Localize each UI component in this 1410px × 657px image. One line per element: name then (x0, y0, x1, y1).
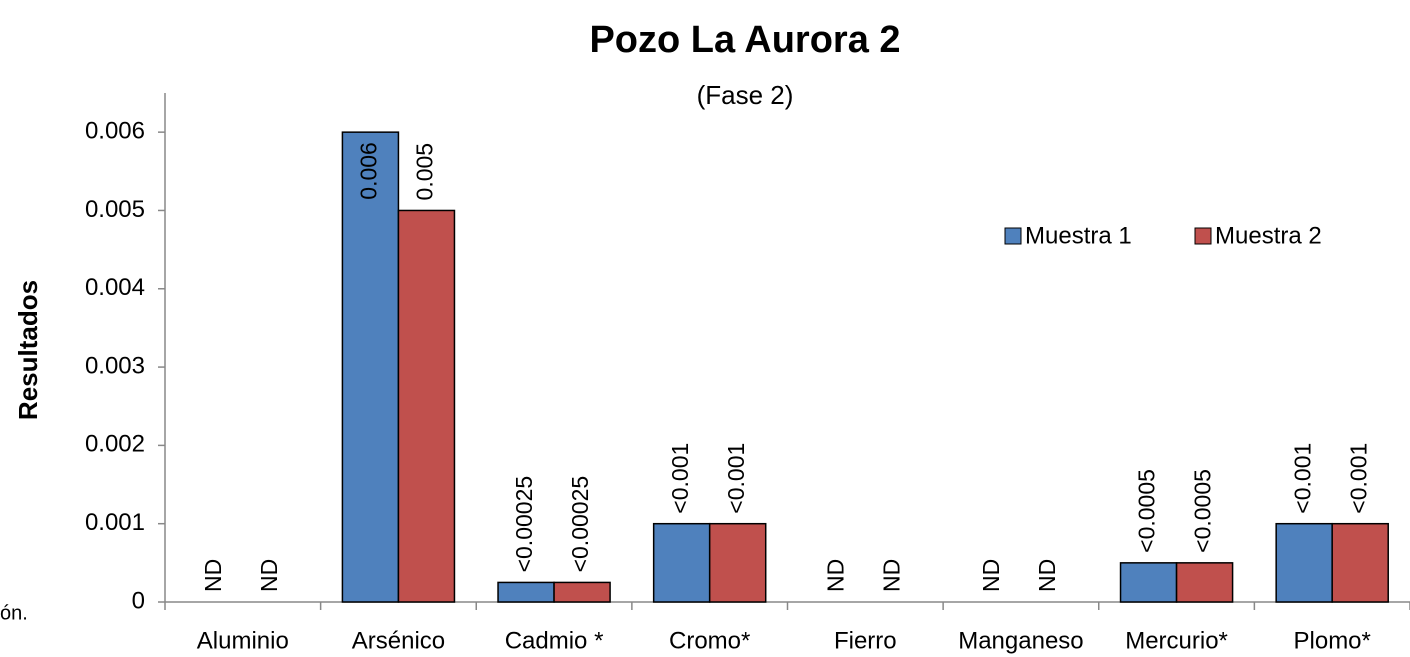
value-label: ND (822, 559, 848, 592)
bar (497, 581, 555, 603)
value-label: ND (256, 559, 282, 592)
value-label: ND (978, 559, 1004, 592)
value-label: <0.001 (723, 443, 749, 514)
legend-label: Muestra 2 (1215, 222, 1322, 249)
y-tick-label: 0 (132, 587, 145, 614)
value-label: <0.0005 (1190, 469, 1216, 553)
x-tick-label: Cromo* (669, 627, 750, 654)
x-tick-label: Mercurio* (1125, 627, 1228, 654)
value-label: <0.0005 (1134, 469, 1160, 553)
chart-title: Pozo La Aurora 2 (589, 19, 900, 61)
y-tick-label: 0.005 (85, 196, 145, 223)
y-tick-label: 0.003 (85, 352, 145, 379)
x-tick-label: Cadmio * (505, 627, 604, 654)
y-axis-label: Resultados (13, 280, 43, 420)
x-tick-label: Arsénico (352, 627, 445, 654)
bar (341, 131, 400, 603)
bar (708, 522, 767, 603)
annotation: ón. (0, 602, 28, 624)
x-tick-label: Manganeso (958, 627, 1083, 654)
bar (1175, 562, 1234, 603)
legend-label: Muestra 1 (1025, 222, 1132, 249)
value-label: ND (878, 559, 904, 592)
bar (1331, 522, 1389, 603)
bar (553, 581, 611, 603)
y-tick-label: 0.006 (85, 117, 145, 144)
x-tick-label: Fierro (834, 627, 897, 654)
y-tick-label: 0.001 (85, 509, 145, 536)
value-label: <0.001 (1289, 443, 1315, 514)
value-label: <0.001 (1345, 443, 1371, 514)
value-label: 0.006 (356, 142, 382, 200)
x-tick-label: Aluminio (197, 627, 289, 654)
x-tick-label: Plomo* (1294, 627, 1371, 654)
legend-swatch (1004, 227, 1022, 245)
chart-subtitle: (Fase 2) (697, 80, 794, 110)
value-label: <0.00025 (511, 476, 537, 573)
value-label: ND (1034, 559, 1060, 592)
bar (1119, 562, 1178, 603)
value-label: ND (200, 559, 226, 592)
y-tick-label: 0.004 (85, 274, 145, 301)
bar (397, 209, 456, 603)
bar (1275, 522, 1333, 603)
value-label: 0.005 (412, 143, 438, 201)
bar (652, 522, 711, 603)
legend-swatch (1194, 227, 1212, 245)
value-label: <0.00025 (567, 476, 593, 573)
value-label: <0.001 (667, 443, 693, 514)
y-tick-label: 0.002 (85, 431, 145, 458)
